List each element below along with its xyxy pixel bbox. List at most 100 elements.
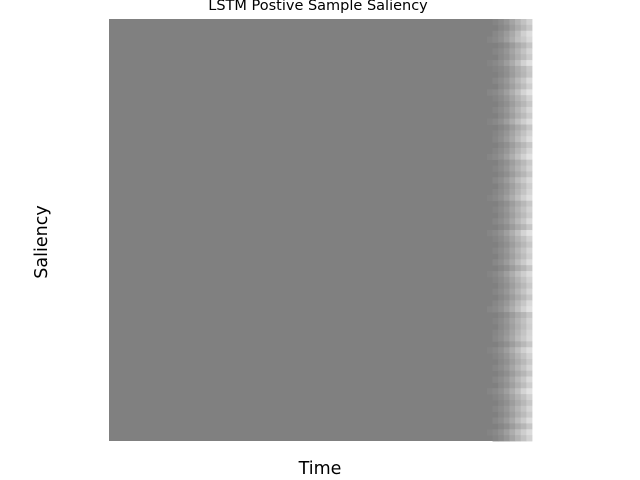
heatmap-cell: [503, 112, 510, 120]
heatmap-cell: [515, 30, 522, 37]
heatmap-cell: [498, 101, 505, 108]
heatmap-cells: [109, 19, 533, 442]
heatmap-cell: [526, 42, 533, 49]
heatmap-cell: [492, 300, 499, 307]
heatmap-cell: [503, 48, 510, 55]
heatmap-cell: [503, 370, 510, 377]
heatmap-cell: [526, 19, 533, 26]
heatmap-cell: [503, 224, 510, 231]
heatmap-cell: [520, 259, 527, 266]
heatmap-cell: [498, 364, 505, 372]
heatmap-cell: [509, 335, 516, 342]
heatmap-cell: [515, 329, 522, 336]
heatmap-cell: [492, 30, 499, 37]
heatmap-cell: [503, 294, 510, 301]
heatmap-cell: [498, 118, 505, 125]
heatmap-cell: [515, 317, 522, 325]
heatmap-cell: [509, 241, 516, 248]
heatmap-cell: [515, 142, 522, 149]
heatmap-cell: [509, 353, 516, 360]
heatmap-cell: [515, 388, 522, 395]
heatmap-cell: [503, 399, 510, 407]
heatmap-cell: [526, 54, 533, 61]
heatmap-cell: [509, 259, 516, 266]
heatmap-cell: [526, 288, 533, 295]
heatmap-cell: [503, 54, 510, 61]
heatmap-cell: [515, 341, 522, 348]
heatmap-cell: [520, 312, 527, 319]
heatmap-cell: [526, 65, 533, 73]
heatmap-cell: [498, 382, 505, 389]
heatmap-cell: [492, 247, 499, 254]
heatmap-cell: [492, 177, 499, 184]
heatmap-cell: [526, 306, 533, 313]
heatmap-cell: [503, 329, 510, 336]
heatmap-cell: [498, 95, 505, 102]
heatmap-cell: [526, 89, 533, 96]
heatmap-cell: [509, 30, 516, 37]
heatmap-cell: [526, 24, 533, 32]
heatmap-cell: [503, 435, 510, 442]
heatmap-cell: [498, 294, 505, 301]
heatmap-cell: [526, 224, 533, 231]
heatmap-cell: [486, 153, 493, 161]
heatmap-cell: [515, 83, 522, 90]
heatmap-cell: [520, 417, 527, 424]
heatmap-cell: [515, 429, 522, 436]
heatmap-cell: [509, 54, 516, 61]
heatmap-cell: [526, 136, 533, 143]
heatmap-cell: [503, 165, 510, 172]
heatmap-cell: [526, 335, 533, 342]
heatmap-cell: [492, 60, 499, 67]
heatmap-cell: [520, 423, 527, 430]
heatmap-cell: [503, 106, 510, 114]
heatmap-cell: [515, 347, 522, 354]
heatmap-cell: [492, 230, 499, 237]
heatmap-cell: [498, 312, 505, 319]
heatmap-cell: [503, 77, 510, 84]
heatmap-cell: [515, 370, 522, 377]
heatmap-cell: [503, 241, 510, 248]
heatmap-cell: [520, 282, 527, 290]
heatmap-cell: [503, 142, 510, 149]
heatmap-cell: [498, 353, 505, 360]
heatmap-cell: [526, 36, 533, 43]
heatmap-cell: [526, 271, 533, 278]
heatmap-cell: [498, 206, 505, 213]
heatmap-background: [109, 19, 532, 441]
heatmap-cell: [503, 130, 510, 137]
heatmap-cell: [515, 411, 522, 418]
heatmap-cell: [498, 347, 505, 354]
heatmap-cell: [526, 276, 533, 284]
heatmap-cell: [526, 200, 533, 207]
heatmap-cell: [515, 271, 522, 278]
heatmap-cell: [526, 77, 533, 84]
heatmap-cell: [509, 165, 516, 172]
heatmap-cell: [498, 300, 505, 307]
heatmap-cell: [515, 24, 522, 32]
heatmap-cell: [486, 388, 493, 395]
heatmap-cell: [509, 282, 516, 290]
heatmap-cell: [503, 159, 510, 166]
heatmap-cell: [509, 247, 516, 254]
heatmap-cell: [503, 19, 510, 26]
heatmap-cell: [503, 306, 510, 313]
heatmap-cell: [492, 188, 499, 196]
heatmap-cell: [503, 317, 510, 325]
heatmap-cell: [509, 194, 516, 202]
heatmap-cell: [515, 130, 522, 137]
heatmap-cell: [520, 200, 527, 207]
heatmap-cell: [498, 259, 505, 266]
heatmap-cell: [515, 165, 522, 172]
heatmap-cell: [509, 317, 516, 325]
heatmap-cell: [526, 358, 533, 366]
heatmap-cell: [520, 235, 527, 243]
heatmap-cell: [515, 288, 522, 295]
heatmap-cell: [498, 235, 505, 243]
heatmap-cell: [498, 142, 505, 149]
heatmap-cell: [526, 341, 533, 348]
heatmap-cell: [503, 282, 510, 290]
heatmap-cell: [526, 124, 533, 131]
heatmap-cell: [526, 353, 533, 360]
heatmap-cell: [520, 388, 527, 395]
